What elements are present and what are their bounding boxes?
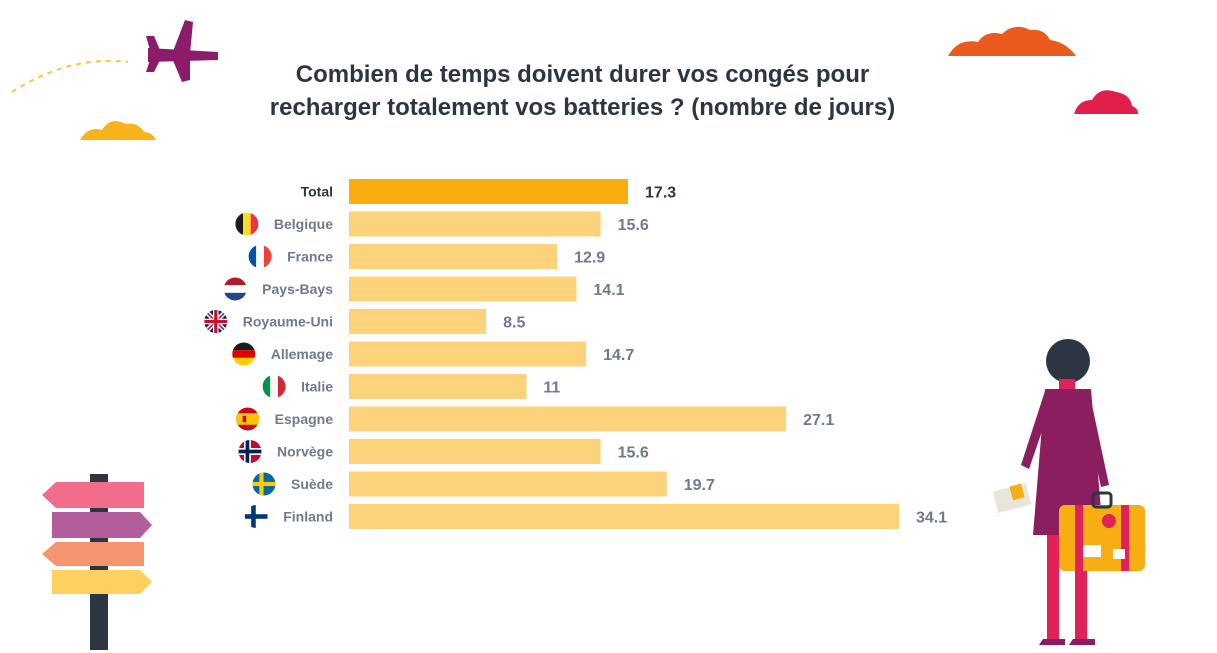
category-label: Belgique — [274, 216, 333, 232]
bar — [349, 374, 527, 399]
bar-row-9: Suède 19.7 — [252, 471, 715, 497]
value-label: 8.5 — [503, 315, 525, 332]
bar-row-1: Belgique 15.6 — [235, 211, 649, 237]
netherlands-flag-icon — [223, 277, 247, 301]
uk-flag-icon — [204, 310, 228, 333]
bar — [349, 471, 667, 497]
norway-flag-icon — [238, 440, 262, 463]
bar-row-5: Allemage 14.7 — [232, 341, 634, 367]
category-label: Norvège — [277, 444, 333, 460]
bar — [349, 244, 558, 269]
value-label: 27.1 — [803, 412, 834, 429]
bar — [349, 309, 487, 334]
bar-row-7: Espagne 27.1 — [236, 406, 834, 432]
finland-flag-icon — [244, 505, 268, 528]
traveler-with-suitcase-illustration — [992, 339, 1145, 645]
bar — [349, 406, 787, 432]
airplane-icon — [11, 20, 218, 93]
bar-row-4: Royaume-Uni 8.5 — [204, 309, 525, 334]
value-label: 12.9 — [574, 250, 605, 267]
category-label: Italie — [301, 379, 333, 395]
bar-row-2: France 12.9 — [248, 244, 605, 269]
chart-title-line-1: Combien de temps doivent durer vos congé… — [295, 61, 870, 88]
chart-title-line-2: recharger totalement vos batteries ? (no… — [269, 94, 896, 121]
germany-flag-icon — [232, 342, 256, 366]
bar — [349, 211, 601, 237]
spain-flag-icon — [236, 407, 260, 431]
italy-flag-icon — [262, 375, 286, 398]
value-label: 19.7 — [684, 477, 715, 494]
category-label: Suède — [291, 476, 333, 492]
bar — [349, 439, 601, 464]
value-label: 15.6 — [618, 217, 649, 234]
cloud-icon — [948, 26, 1076, 56]
value-label: 14.7 — [603, 347, 634, 364]
cloud-icon — [1074, 90, 1138, 114]
value-label: 17.3 — [645, 185, 676, 202]
category-label: Royaume-Uni — [243, 314, 333, 330]
bar-row-0: Total 17.3 — [301, 179, 676, 204]
value-label: 15.6 — [618, 445, 649, 462]
bar — [349, 504, 899, 529]
france-flag-icon — [248, 245, 272, 268]
bar — [349, 341, 587, 367]
category-label: Pays-Bays — [262, 281, 333, 297]
value-label: 34.1 — [916, 510, 947, 527]
category-label: Espagne — [275, 411, 334, 427]
category-label: France — [287, 249, 333, 265]
category-label: Total — [301, 184, 333, 200]
belgium-flag-icon — [235, 212, 259, 236]
bar-row-3: Pays-Bays 14.1 — [223, 276, 625, 302]
category-label: Finland — [283, 509, 333, 525]
cloud-icon — [80, 121, 156, 140]
bar — [349, 179, 629, 204]
bar — [349, 276, 577, 302]
value-label: 11 — [543, 380, 560, 397]
category-label: Allemage — [271, 346, 333, 362]
bar-row-10: Finland 34.1 — [244, 504, 947, 529]
value-label: 14.1 — [593, 282, 624, 299]
chart-title: Combien de temps doivent durer vos congé… — [0, 58, 1165, 124]
signpost-icon — [42, 474, 152, 650]
bar-row-8: Norvège 15.6 — [238, 439, 649, 464]
sweden-flag-icon — [252, 472, 276, 496]
bar-row-6: Italie 11 — [262, 374, 560, 399]
